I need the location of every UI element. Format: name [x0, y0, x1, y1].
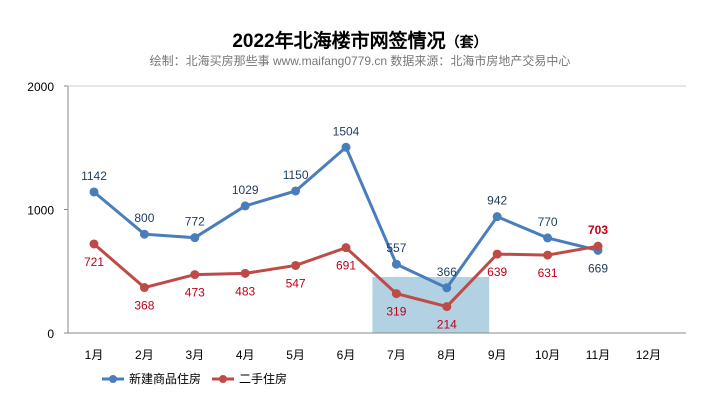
data-label: 473	[185, 286, 205, 300]
x-tick-label: 9月	[488, 348, 507, 362]
data-label: 669	[588, 261, 608, 275]
data-label: 721	[84, 255, 104, 269]
legend-label: 新建商品住房	[129, 371, 201, 386]
x-tick-label: 2月	[135, 348, 154, 362]
data-label: 942	[487, 194, 507, 208]
y-tick-label: 1000	[27, 204, 54, 218]
chart-title: 2022年北海楼市网签情况（套）	[0, 26, 720, 53]
data-point	[291, 260, 301, 270]
data-label: 214	[437, 318, 457, 332]
x-tick-label: 4月	[236, 348, 255, 362]
x-tick-label: 10月	[535, 348, 560, 362]
data-label: 703	[588, 223, 608, 237]
data-point	[593, 241, 603, 251]
data-label: 1029	[232, 183, 259, 197]
data-label: 1504	[333, 124, 360, 138]
data-point	[240, 201, 250, 211]
chart-title-text: 2022年北海楼市网签情况	[232, 31, 446, 52]
data-point	[139, 283, 149, 293]
data-point	[139, 229, 149, 239]
x-tick-label: 7月	[387, 348, 406, 362]
x-tick-label: 1月	[85, 348, 104, 362]
data-point	[442, 302, 452, 312]
data-label: 319	[386, 305, 406, 319]
data-point	[543, 233, 553, 243]
data-label: 639	[487, 265, 507, 279]
data-point	[442, 283, 452, 293]
y-tick-label: 0	[47, 327, 54, 341]
data-point	[190, 233, 200, 243]
x-tick-label: 8月	[437, 348, 456, 362]
data-point	[391, 289, 401, 299]
data-label: 772	[185, 215, 205, 229]
data-point	[291, 186, 301, 196]
data-point	[89, 239, 99, 249]
data-label: 368	[134, 299, 154, 313]
x-tick-label: 6月	[337, 348, 356, 362]
data-label: 557	[386, 241, 406, 255]
data-label: 547	[286, 276, 306, 290]
data-label: 366	[437, 265, 457, 279]
x-tick-label: 11月	[586, 348, 610, 362]
data-label: 691	[336, 259, 356, 273]
series-line-1	[93, 242, 599, 309]
legend-label: 二手住房	[239, 371, 287, 386]
data-label: 483	[235, 284, 255, 298]
data-point	[391, 259, 401, 269]
data-point	[492, 249, 502, 259]
data-label: 1142	[81, 169, 107, 183]
chart-title-unit: （套）	[445, 34, 488, 50]
data-point	[89, 187, 99, 197]
highlight-band	[372, 277, 490, 333]
data-point	[240, 268, 250, 278]
data-point	[543, 250, 553, 260]
data-label: 631	[538, 266, 558, 280]
chart-subtitle: 绘制：北海买房那些事 www.maifang0779.cn 数据来源：北海市房地…	[149, 54, 571, 68]
legend-marker	[219, 375, 227, 383]
data-point	[492, 212, 502, 222]
data-point	[190, 270, 200, 280]
data-label: 1150	[283, 168, 309, 182]
data-label: 800	[134, 211, 154, 225]
x-tick-label: 12月	[636, 348, 661, 362]
x-tick-label: 3月	[185, 348, 204, 362]
data-point	[341, 243, 351, 253]
legend-marker	[109, 375, 117, 383]
data-label: 770	[538, 215, 558, 229]
data-point	[341, 142, 351, 152]
x-tick-label: 5月	[286, 348, 305, 362]
y-tick-label: 2000	[27, 80, 54, 94]
